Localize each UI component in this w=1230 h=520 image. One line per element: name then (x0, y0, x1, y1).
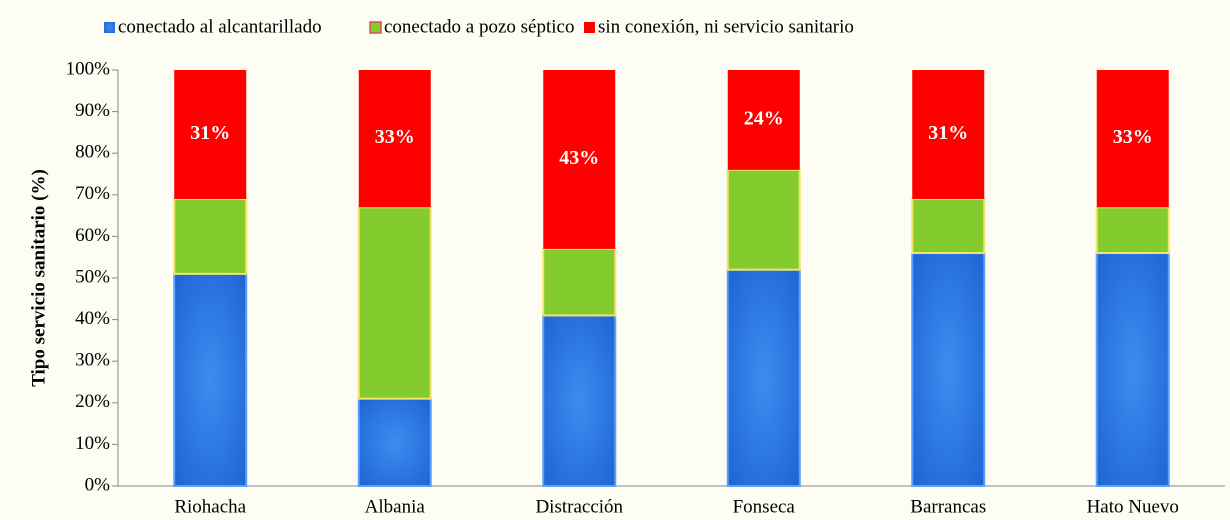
bar-segment (358, 70, 431, 208)
y-axis-title: Tipo servicio sanitario (%) (28, 169, 49, 387)
bar-segment (542, 247, 617, 317)
bar-segment (911, 197, 986, 255)
y-tick-label: 90% (75, 100, 110, 121)
x-tick-label: Distracción (535, 496, 623, 517)
data-label: 33% (375, 126, 415, 148)
bar-segment (173, 272, 248, 487)
bar-segment (174, 70, 247, 199)
data-label: 31% (928, 122, 968, 144)
legend-label: sin conexión, ni servicio sanitario (598, 16, 854, 37)
bar-segment (726, 268, 801, 487)
bar-segment (1095, 206, 1170, 255)
x-tick-label: Riohacha (174, 496, 246, 517)
bar-segment (173, 197, 248, 275)
bar-segment (726, 168, 801, 271)
y-tick-label: 60% (75, 225, 110, 246)
y-tick-label: 20% (75, 391, 110, 412)
data-label: 24% (744, 108, 784, 130)
data-label: 43% (559, 147, 599, 169)
bar-segment (727, 70, 800, 170)
legend-label: conectado a pozo séptico (384, 16, 574, 37)
x-tick-label: Albania (365, 496, 426, 517)
bar-segment (911, 252, 986, 487)
bar-segment (357, 397, 432, 488)
y-tick-label: 100% (66, 58, 111, 79)
y-tick-label: 30% (75, 350, 110, 371)
legend-swatch (369, 21, 382, 34)
y-tick-label: 40% (75, 308, 110, 329)
y-tick-label: 10% (75, 433, 110, 454)
bar-segment (1095, 252, 1170, 487)
bar-segment (357, 206, 432, 400)
x-tick-label: Hato Nuevo (1087, 496, 1179, 517)
legend-swatch (584, 22, 595, 33)
data-label: 31% (190, 122, 230, 144)
legend-swatch (104, 22, 115, 33)
bar-segment (1096, 70, 1169, 208)
bar-segment (912, 70, 985, 199)
bar-segment (543, 70, 616, 249)
x-tick-label: Fonseca (733, 496, 796, 517)
y-tick-label: 50% (75, 266, 110, 287)
legend-label: conectado al alcantarillado (118, 16, 322, 37)
data-label: 33% (1113, 126, 1153, 148)
y-tick-label: 0% (85, 474, 111, 495)
bar-segment (542, 314, 617, 487)
y-tick-label: 80% (75, 142, 110, 163)
y-tick-label: 70% (75, 183, 110, 204)
x-tick-label: Barrancas (910, 496, 986, 517)
